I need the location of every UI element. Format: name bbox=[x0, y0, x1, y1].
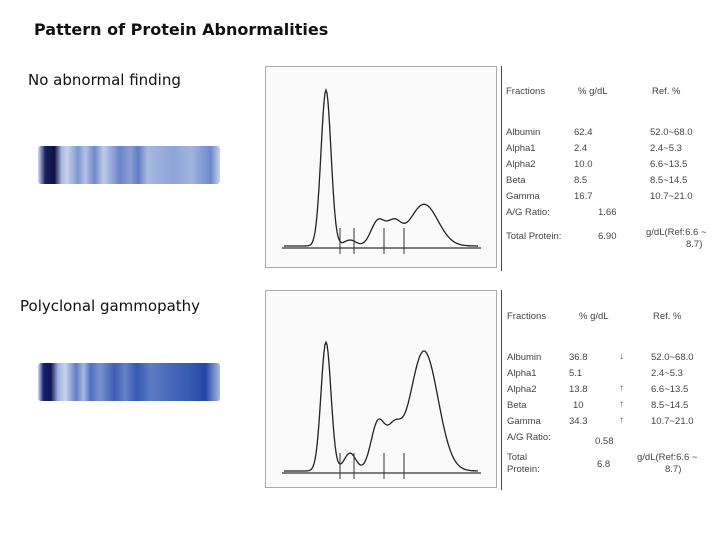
panel2-divider bbox=[501, 290, 502, 490]
panel2-electrophoresis-gel bbox=[38, 363, 220, 401]
row-ref: 2.4~5.3 bbox=[650, 143, 682, 154]
arrow-up-icon: ↑ bbox=[619, 399, 624, 410]
total-protein-label: Total Protein: bbox=[506, 231, 562, 242]
row-name: Albumin bbox=[506, 127, 541, 138]
row-ref: 8.5~14.5 bbox=[650, 175, 688, 186]
ag-ratio-value: 0.58 bbox=[595, 436, 614, 447]
arrow-up-icon: ↑ bbox=[619, 383, 624, 394]
total-protein-ref: g/dL(Ref:6.6 ~ bbox=[646, 227, 707, 238]
row-ref: 2.4~5.3 bbox=[651, 368, 683, 379]
page-title: Pattern of Protein Abnormalities bbox=[34, 20, 329, 39]
row-name: Alpha1 bbox=[507, 368, 537, 379]
row-value: 8.5 bbox=[574, 175, 588, 186]
row-value: 2.4 bbox=[574, 143, 588, 154]
total-protein-ref: g/dL(Ref:6.6 ~ bbox=[637, 452, 698, 463]
header-ref: Ref. % bbox=[652, 86, 681, 97]
row-name: Alpha2 bbox=[507, 384, 537, 395]
row-ref: 52.0~68.0 bbox=[650, 127, 693, 138]
panel2-densitogram-svg bbox=[282, 340, 481, 479]
total-protein-ref-2: 8.7) bbox=[665, 464, 682, 475]
panel1-electrophoresis-gel bbox=[38, 146, 220, 184]
ag-ratio-label: A/G Ratio: bbox=[507, 432, 551, 443]
row-name: Albumin bbox=[507, 352, 542, 363]
panel1-densitogram bbox=[265, 66, 497, 268]
row-name: Gamma bbox=[506, 191, 540, 202]
panel2-densitogram bbox=[265, 290, 497, 488]
row-name: Gamma bbox=[507, 416, 541, 427]
panel2-caption: Polyclonal gammopathy bbox=[20, 297, 201, 315]
total-protein-label: Total bbox=[507, 452, 528, 463]
total-protein-ref-2: 8.7) bbox=[686, 239, 703, 250]
panel1-results-table: Fractions % g/dL Ref. % Albumin 62.4 52.… bbox=[506, 86, 720, 266]
row-name: Alpha2 bbox=[506, 159, 536, 170]
row-ref: 52.0~68.0 bbox=[651, 352, 694, 363]
row-ref: 6.6~13.5 bbox=[651, 384, 689, 395]
total-protein-value: 6.90 bbox=[598, 231, 617, 242]
row-name: Beta bbox=[507, 400, 527, 411]
row-ref: 6.6~13.5 bbox=[650, 159, 688, 170]
row-value: 34.3 bbox=[569, 416, 588, 427]
total-protein-value: 6.8 bbox=[597, 459, 611, 470]
header-fractions: Fractions bbox=[507, 311, 547, 322]
header-ref: Ref. % bbox=[653, 311, 682, 322]
row-value: 16.7 bbox=[574, 191, 593, 202]
panel1-divider bbox=[501, 66, 502, 271]
row-value: 13.8 bbox=[569, 384, 588, 395]
row-value: 10 bbox=[573, 400, 584, 411]
arrow-up-icon: ↑ bbox=[619, 415, 624, 426]
header-fractions: Fractions bbox=[506, 86, 546, 97]
header-pct: % g/dL bbox=[579, 311, 609, 322]
ag-ratio-value: 1.66 bbox=[598, 207, 617, 218]
panel2-trace bbox=[284, 340, 478, 472]
panel1-caption: No abnormal finding bbox=[28, 71, 181, 89]
header-pct: % g/dL bbox=[578, 86, 608, 97]
panel1-densitogram-svg bbox=[282, 87, 481, 254]
panel1-trace bbox=[284, 87, 478, 247]
row-ref: 10.7~21.0 bbox=[650, 191, 693, 202]
row-value: 62.4 bbox=[574, 127, 593, 138]
row-name: Alpha1 bbox=[506, 143, 536, 154]
row-value: 5.1 bbox=[569, 368, 583, 379]
row-ref: 10.7~21.0 bbox=[651, 416, 694, 427]
panel2-results-table: Fractions % g/dL Ref. % Albumin 36.8 ↓ 5… bbox=[507, 311, 720, 491]
row-value: 36.8 bbox=[569, 352, 588, 363]
ag-ratio-label: A/G Ratio: bbox=[506, 207, 550, 218]
row-ref: 8.5~14.5 bbox=[651, 400, 689, 411]
arrow-down-icon: ↓ bbox=[619, 351, 624, 362]
row-name: Beta bbox=[506, 175, 526, 186]
row-value: 10.0 bbox=[574, 159, 593, 170]
total-protein-label-2: Protein: bbox=[507, 464, 540, 475]
